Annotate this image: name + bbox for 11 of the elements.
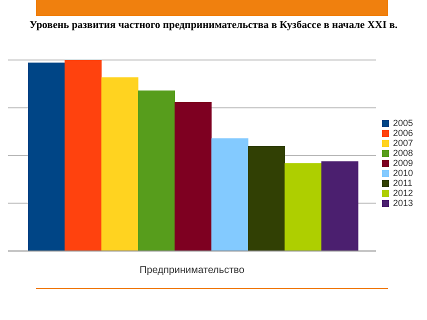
legend-label: 2011: [392, 178, 412, 188]
x-axis-title: Предпринимательство: [140, 265, 245, 276]
legend-label: 2013: [392, 198, 413, 208]
legend-label: 2006: [392, 128, 413, 138]
legend-label: 2010: [392, 168, 413, 178]
legend-label: 2009: [392, 158, 413, 168]
legend-label: 2012: [392, 188, 413, 198]
legend-label: 2008: [392, 148, 413, 158]
legend-label: 2007: [392, 138, 413, 148]
legend-label: 2005: [392, 118, 413, 128]
chart-title: Уровень развития частного предпринимательства в Кузбассе в начале XXI в.: [28, 20, 399, 31]
